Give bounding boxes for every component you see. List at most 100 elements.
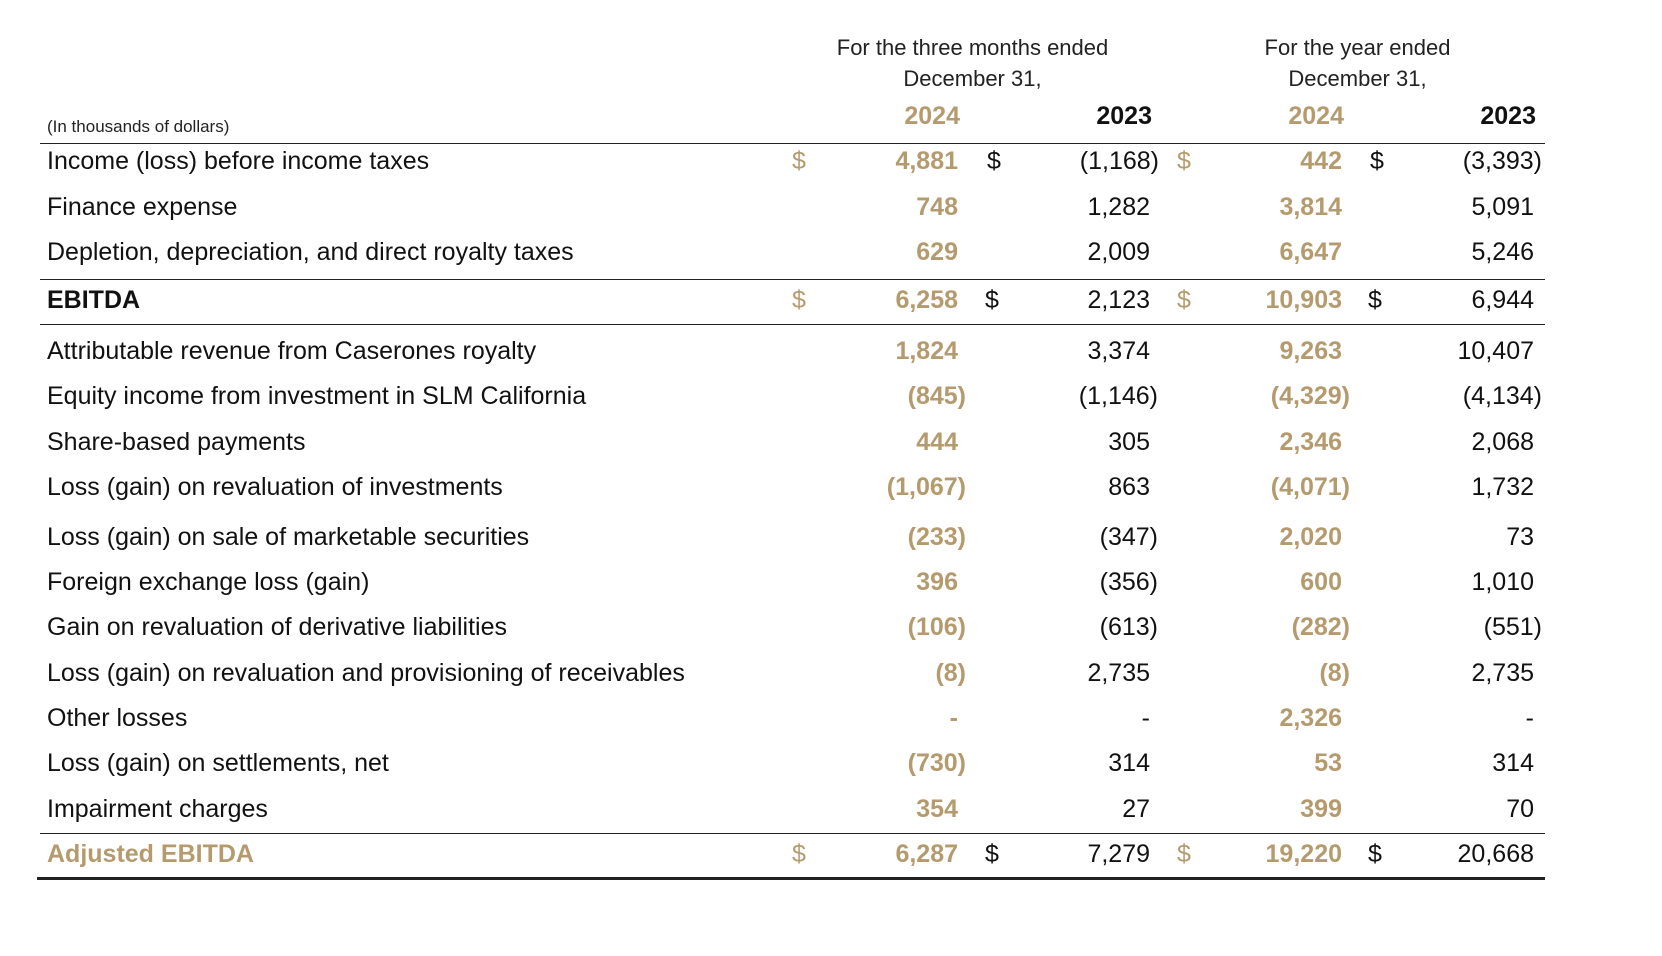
value-fy-2023: 70 — [1506, 795, 1534, 823]
value-q4-2024: (730) — [907, 749, 966, 777]
value-q4-2023: (1,146) — [1078, 382, 1158, 410]
value-q4-2023: 2,123 — [1087, 286, 1150, 314]
value-q4-2024: 6,258 — [895, 286, 958, 314]
value-q4-2023: (347) — [1099, 523, 1158, 551]
value-q4-2023: 314 — [1108, 749, 1150, 777]
row-label: Depletion, depreciation, and direct roya… — [47, 238, 574, 266]
year-q4-2023: 2023 — [1096, 102, 1152, 130]
value-fy-2023: (551) — [1483, 613, 1542, 641]
currency-symbol: $ — [1368, 840, 1382, 868]
value-fy-2024: 442 — [1300, 147, 1342, 175]
value-fy-2023: 20,668 — [1457, 840, 1534, 868]
currency-symbol: $ — [1177, 840, 1191, 868]
value-q4-2023: 7,279 — [1087, 840, 1150, 868]
ebitda-top-rule — [40, 279, 1545, 280]
value-fy-2024: 9,263 — [1279, 337, 1342, 365]
row-label: Attributable revenue from Caserones roya… — [47, 337, 537, 365]
adjusted-bottom-rule — [37, 877, 1545, 880]
value-q4-2023: (356) — [1099, 568, 1158, 596]
value-q4-2024: (1,067) — [886, 473, 966, 501]
row-label: Share-based payments — [47, 428, 306, 456]
value-q4-2024: 444 — [916, 428, 958, 456]
table-row: Loss (gain) on revaluation of investment… — [0, 473, 1662, 513]
currency-symbol: $ — [792, 286, 806, 314]
header-rule — [40, 143, 1545, 144]
value-q4-2024: (845) — [907, 382, 966, 410]
value-fy-2023: 2,735 — [1471, 659, 1534, 687]
row-label: EBITDA — [47, 286, 141, 314]
currency-symbol: $ — [985, 840, 999, 868]
value-fy-2024: 2,346 — [1279, 428, 1342, 456]
units-note: (In thousands of dollars) — [47, 117, 230, 136]
value-q4-2023: - — [1141, 704, 1150, 732]
value-q4-2024: (106) — [907, 613, 966, 641]
table-row: Loss (gain) on sale of marketable securi… — [0, 523, 1662, 563]
table-row: Attributable revenue from Caserones roya… — [0, 337, 1662, 377]
value-fy-2024: 399 — [1300, 795, 1342, 823]
value-q4-2023: 305 — [1108, 428, 1150, 456]
table-row: Impairment charges 354 27 399 70 — [0, 795, 1662, 835]
value-fy-2024: (282) — [1291, 613, 1350, 641]
row-label: Loss (gain) on sale of marketable securi… — [47, 523, 530, 551]
currency-symbol: $ — [985, 286, 999, 314]
row-label: Other losses — [47, 704, 188, 732]
row-label: Loss (gain) on revaluation and provision… — [47, 659, 685, 687]
value-q4-2024: 4,881 — [895, 147, 958, 175]
three-months-header-line1: For the three months ended — [836, 35, 1109, 60]
currency-symbol: $ — [1177, 286, 1191, 314]
currency-symbol: $ — [1177, 147, 1191, 175]
table-row: Foreign exchange loss (gain) 396 (356) 6… — [0, 568, 1662, 608]
year-q4-2024: 2024 — [904, 102, 960, 130]
value-q4-2023: 3,374 — [1087, 337, 1150, 365]
value-q4-2024: - — [949, 704, 958, 732]
value-q4-2023: 1,282 — [1087, 193, 1150, 221]
value-fy-2023: 73 — [1506, 523, 1534, 551]
value-fy-2024: (4,329) — [1270, 382, 1350, 410]
year-fy-2024: 2024 — [1288, 102, 1344, 130]
value-fy-2024: 2,020 — [1279, 523, 1342, 551]
value-q4-2024: 629 — [916, 238, 958, 266]
value-q4-2023: 2,735 — [1087, 659, 1150, 687]
row-label: Equity income from investment in SLM Cal… — [47, 382, 587, 410]
currency-symbol: $ — [792, 840, 806, 868]
value-q4-2023: (1,168) — [1079, 147, 1159, 175]
value-fy-2024: 10,903 — [1265, 286, 1342, 314]
three-months-header: For the three months ended December 31, — [800, 32, 1145, 94]
table-row: Other losses - - 2,326 - — [0, 704, 1662, 744]
adjusted-ebitda-row: Adjusted EBITDA $ 6,287 $ 7,279 $ 19,220… — [0, 840, 1662, 880]
value-q4-2024: (233) — [907, 523, 966, 551]
row-label: Loss (gain) on settlements, net — [47, 749, 389, 777]
table-row: Share-based payments 444 305 2,346 2,068 — [0, 428, 1662, 468]
value-fy-2023: 1,010 — [1471, 568, 1534, 596]
row-label: Foreign exchange loss (gain) — [47, 568, 370, 596]
value-fy-2024: (8) — [1319, 659, 1350, 687]
value-fy-2024: 600 — [1300, 568, 1342, 596]
currency-symbol: $ — [1370, 147, 1384, 175]
value-fy-2023: 1,732 — [1471, 473, 1534, 501]
three-months-header-line2: December 31, — [903, 66, 1042, 91]
value-fy-2023: 314 — [1492, 749, 1534, 777]
value-q4-2023: (613) — [1099, 613, 1158, 641]
value-fy-2024: 3,814 — [1279, 193, 1342, 221]
currency-symbol: $ — [987, 147, 1001, 175]
table-row: Depletion, depreciation, and direct roya… — [0, 238, 1662, 278]
table-row: Loss (gain) on revaluation and provision… — [0, 659, 1662, 699]
year-fy-2023: 2023 — [1480, 102, 1536, 130]
value-fy-2023: (4,134) — [1462, 382, 1542, 410]
year-header: For the year ended December 31, — [1185, 32, 1530, 94]
row-label: Income (loss) before income taxes — [47, 147, 430, 175]
ebitda-row: EBITDA $ 6,258 $ 2,123 $ 10,903 $ 6,944 — [0, 286, 1662, 326]
table-row: Loss (gain) on settlements, net (730) 31… — [0, 749, 1662, 789]
table-row: Equity income from investment in SLM Cal… — [0, 382, 1662, 422]
value-q4-2023: 863 — [1108, 473, 1150, 501]
row-label: Loss (gain) on revaluation of investment… — [47, 473, 503, 501]
table-row: Income (loss) before income taxes $ 4,88… — [0, 147, 1662, 187]
value-q4-2023: 2,009 — [1087, 238, 1150, 266]
row-label: Gain on revaluation of derivative liabil… — [47, 613, 507, 641]
value-q4-2024: 396 — [916, 568, 958, 596]
value-q4-2024: 748 — [916, 193, 958, 221]
value-fy-2023: 5,091 — [1471, 193, 1534, 221]
value-fy-2024: 6,647 — [1279, 238, 1342, 266]
currency-symbol: $ — [792, 147, 806, 175]
